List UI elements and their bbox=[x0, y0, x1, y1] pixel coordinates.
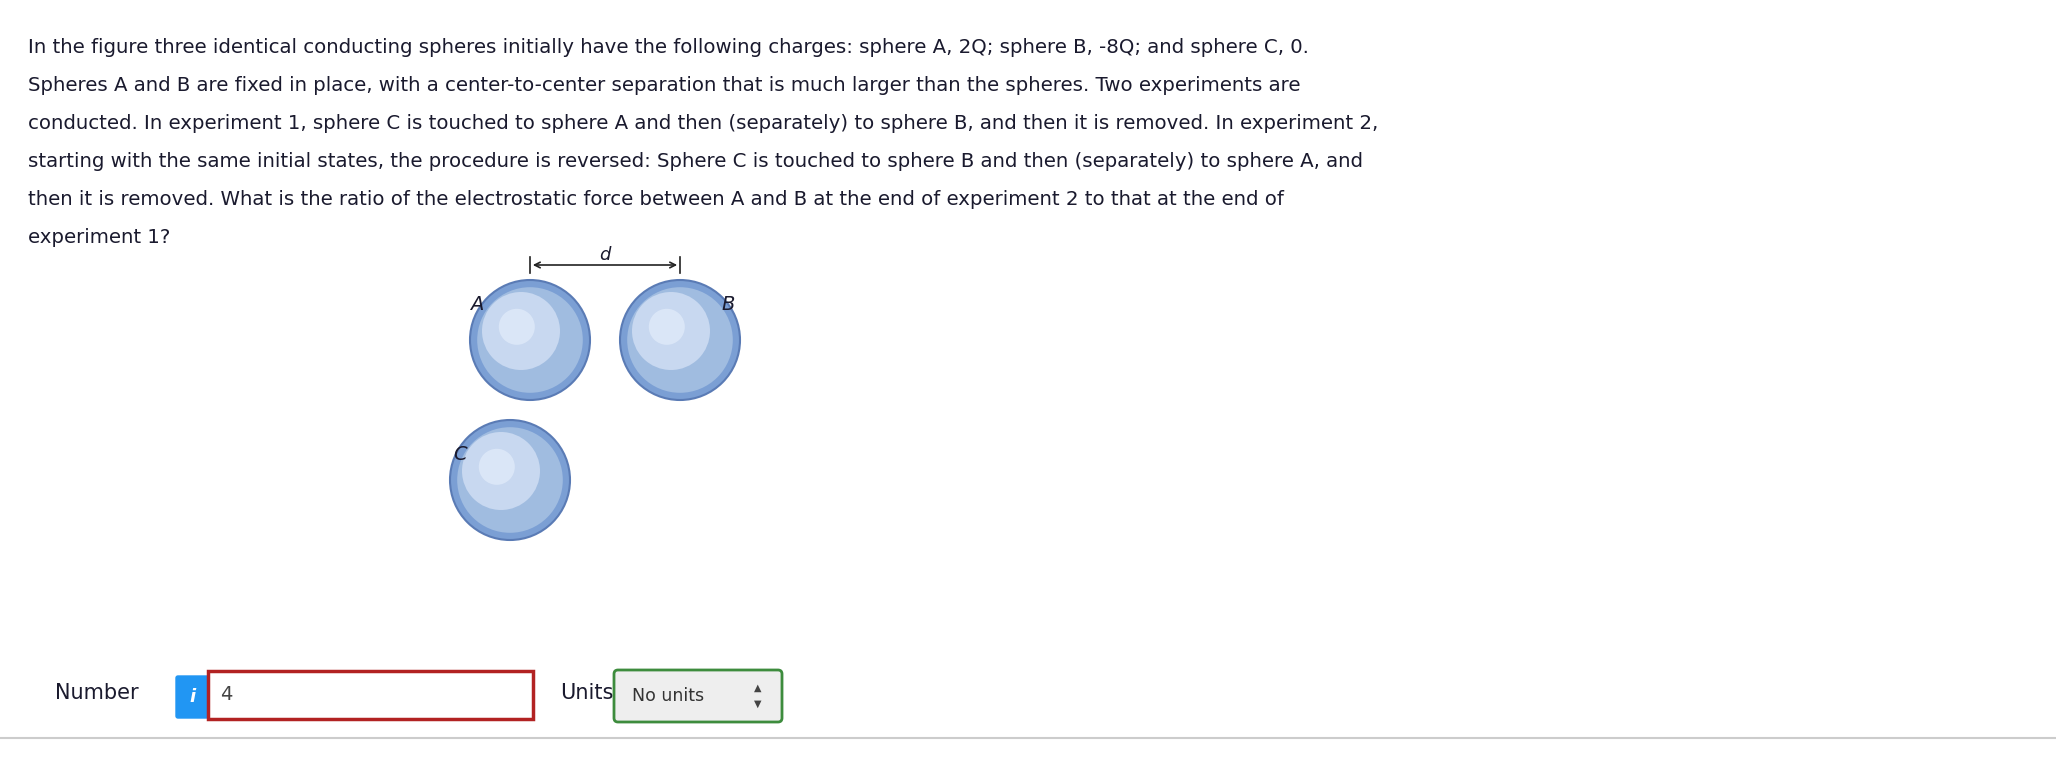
Text: A: A bbox=[471, 296, 483, 315]
Text: In the figure three identical conducting spheres initially have the following ch: In the figure three identical conducting… bbox=[29, 38, 1310, 57]
Text: d: d bbox=[598, 246, 611, 264]
Text: then it is removed. What is the ratio of the electrostatic force between A and B: then it is removed. What is the ratio of… bbox=[29, 190, 1283, 209]
Ellipse shape bbox=[450, 420, 570, 540]
FancyBboxPatch shape bbox=[177, 676, 210, 718]
Ellipse shape bbox=[481, 292, 559, 370]
Text: ▲: ▲ bbox=[755, 683, 763, 693]
Text: ▼: ▼ bbox=[755, 699, 763, 709]
FancyBboxPatch shape bbox=[208, 671, 533, 719]
Ellipse shape bbox=[627, 287, 732, 393]
FancyBboxPatch shape bbox=[615, 670, 781, 722]
Text: C: C bbox=[452, 446, 467, 465]
Ellipse shape bbox=[463, 432, 541, 510]
Ellipse shape bbox=[477, 287, 582, 393]
Text: Number: Number bbox=[56, 683, 138, 703]
Ellipse shape bbox=[500, 309, 535, 345]
Text: i: i bbox=[189, 688, 195, 706]
Ellipse shape bbox=[479, 449, 514, 485]
Text: starting with the same initial states, the procedure is reversed: Sphere C is to: starting with the same initial states, t… bbox=[29, 152, 1363, 171]
Ellipse shape bbox=[456, 428, 563, 533]
Ellipse shape bbox=[621, 280, 740, 400]
Text: experiment 1?: experiment 1? bbox=[29, 228, 171, 247]
Text: conducted. In experiment 1, sphere C is touched to sphere A and then (separately: conducted. In experiment 1, sphere C is … bbox=[29, 114, 1378, 133]
Text: Spheres A and B are fixed in place, with a center-to-center separation that is m: Spheres A and B are fixed in place, with… bbox=[29, 76, 1301, 95]
Ellipse shape bbox=[650, 309, 685, 345]
Ellipse shape bbox=[631, 292, 709, 370]
Text: 4: 4 bbox=[220, 685, 232, 704]
Text: B: B bbox=[722, 296, 734, 315]
Text: Units: Units bbox=[559, 683, 613, 703]
Ellipse shape bbox=[471, 280, 590, 400]
Text: No units: No units bbox=[631, 687, 703, 705]
